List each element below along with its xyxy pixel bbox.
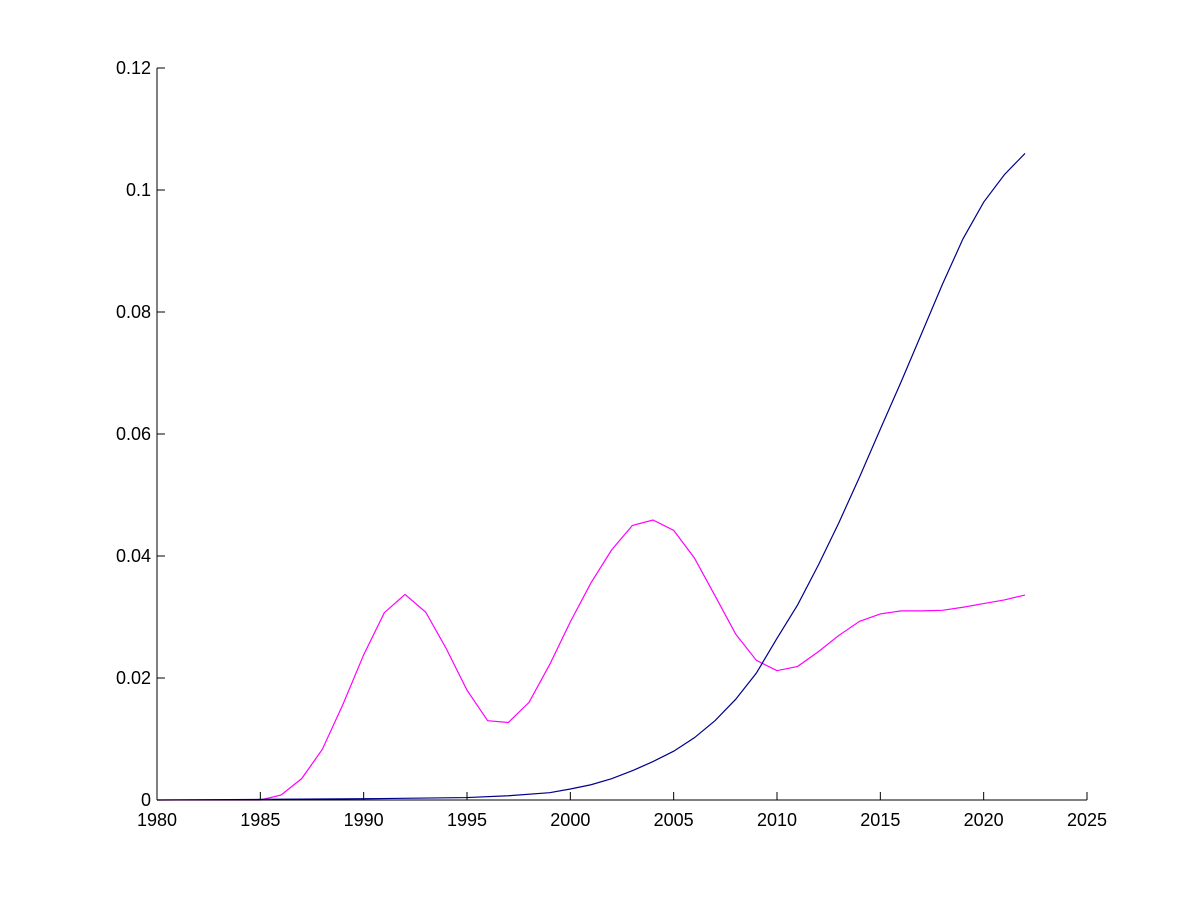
x-tick-label: 1990 <box>344 810 384 830</box>
x-tick-label: 2010 <box>757 810 797 830</box>
series-line-1 <box>157 519 1026 801</box>
y-tick-label: 0 <box>141 790 151 810</box>
y-tick-label: 0.12 <box>116 58 151 78</box>
x-tick-label: 2005 <box>654 810 694 830</box>
series-line-2 <box>156 152 1026 801</box>
x-tick-label: 2015 <box>860 810 900 830</box>
x-tick-label: 2000 <box>550 810 590 830</box>
series-layer <box>156 152 1026 801</box>
y-tick-label: 0.06 <box>116 424 151 444</box>
x-tick-label: 1995 <box>447 810 487 830</box>
y-tick-label: 0.04 <box>116 546 151 566</box>
y-tick-label: 0.02 <box>116 668 151 688</box>
y-ticks: 0 0.02 0.04 0.06 0.08 0.1 0.12 <box>116 58 165 810</box>
y-tick-label: 0.1 <box>126 180 151 200</box>
x-ticks: 1980 1985 1990 1995 2000 2005 2010 2015 2020 2025 <box>137 792 1107 830</box>
x-tick-label: 2020 <box>964 810 1004 830</box>
x-tick-label: 1980 <box>137 810 177 830</box>
x-tick-label: 2025 <box>1067 810 1107 830</box>
y-tick-label: 0.08 <box>116 302 151 322</box>
x-tick-label: 1985 <box>240 810 280 830</box>
